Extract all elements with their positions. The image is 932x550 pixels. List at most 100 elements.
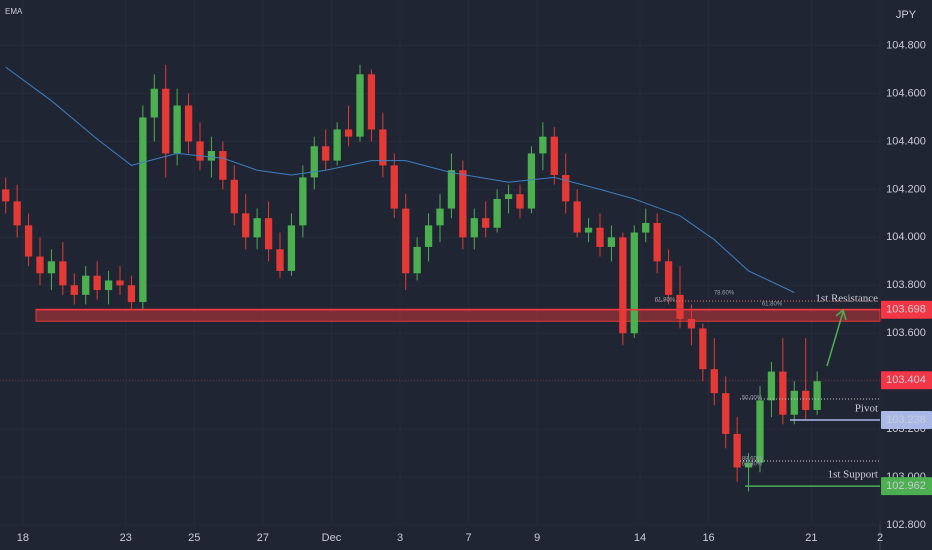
candle-body bbox=[47, 261, 56, 274]
ema-line bbox=[5, 66, 795, 293]
candle-body bbox=[664, 261, 673, 295]
y-tick-label: 104.000 bbox=[886, 231, 926, 243]
candle-body bbox=[539, 136, 547, 154]
candle-body bbox=[516, 194, 524, 209]
price-badge-label: 103.404 bbox=[886, 374, 926, 386]
candle-body bbox=[104, 280, 113, 291]
price-badge-label: 103.698 bbox=[886, 304, 926, 316]
candle-body bbox=[573, 201, 581, 233]
y-tick-label: 104.400 bbox=[886, 135, 926, 147]
y-tick-label: 103.800 bbox=[886, 279, 926, 291]
candle-body bbox=[596, 227, 604, 247]
fib-label: 61.80% bbox=[742, 462, 763, 468]
currency-label: JPY bbox=[896, 9, 917, 21]
x-tick-label: 9 bbox=[534, 532, 540, 544]
x-tick-label: 23 bbox=[120, 532, 132, 544]
candle-body bbox=[630, 232, 638, 334]
price-badge bbox=[881, 300, 932, 319]
candle-body bbox=[150, 88, 158, 118]
candle-body bbox=[219, 151, 227, 180]
indicator-label: EMA bbox=[5, 7, 23, 16]
y-tick-label: 103.600 bbox=[886, 327, 926, 339]
fib-label: 88.60% bbox=[742, 457, 763, 463]
x-tick-label: 16 bbox=[702, 532, 714, 544]
x-tick-label: 14 bbox=[634, 532, 646, 544]
candle-body bbox=[653, 222, 661, 262]
fib-label: 61.80% bbox=[762, 302, 783, 308]
candle-body bbox=[242, 213, 250, 238]
candle-body bbox=[619, 237, 627, 334]
candle-body bbox=[436, 208, 444, 226]
candle-body bbox=[379, 129, 387, 166]
candle-body bbox=[493, 198, 501, 228]
candle-body bbox=[390, 165, 398, 209]
candle-body bbox=[710, 369, 718, 394]
candle-body bbox=[607, 237, 616, 247]
x-tick-label: 2 bbox=[877, 532, 883, 544]
candle-body bbox=[93, 275, 101, 291]
candle-body bbox=[402, 208, 410, 274]
candle-body bbox=[184, 105, 193, 142]
candle-body bbox=[13, 201, 21, 226]
x-tick-label: Dec bbox=[322, 532, 342, 544]
candle-body bbox=[36, 256, 44, 274]
candle-body bbox=[139, 117, 147, 303]
candle-body bbox=[733, 433, 741, 468]
candle-body bbox=[299, 177, 307, 226]
candle-body bbox=[253, 218, 261, 238]
candle-body bbox=[699, 328, 707, 370]
candle-body bbox=[310, 146, 318, 178]
x-tick-label: 21 bbox=[805, 532, 817, 544]
candle-body bbox=[767, 371, 776, 401]
level-name: 1st Support bbox=[828, 469, 878, 481]
candle-body bbox=[287, 225, 296, 271]
y-tick-label: 102.800 bbox=[886, 519, 926, 531]
candle-body bbox=[744, 462, 753, 468]
candle-body bbox=[482, 218, 490, 228]
candle-body bbox=[550, 136, 558, 176]
price-badge bbox=[881, 477, 932, 496]
candle-body bbox=[333, 129, 341, 161]
candle-body bbox=[470, 218, 478, 238]
candle-body bbox=[173, 105, 181, 154]
candle-body bbox=[413, 246, 421, 274]
candle-body bbox=[196, 141, 204, 161]
y-tick-label: 104.600 bbox=[886, 87, 926, 99]
candle-body bbox=[2, 189, 10, 202]
candle-body bbox=[230, 179, 238, 214]
candle-body bbox=[642, 222, 650, 233]
candle-body bbox=[756, 400, 764, 463]
fib-label: 61.80% bbox=[655, 298, 676, 304]
price-badge-label: 102.962 bbox=[886, 480, 926, 492]
candle-body bbox=[367, 74, 376, 130]
x-tick-label: 18 bbox=[17, 532, 29, 544]
candle-body bbox=[504, 194, 513, 199]
price-badge bbox=[881, 411, 932, 430]
candle-body bbox=[344, 129, 353, 137]
fib-label: 78.60% bbox=[714, 291, 735, 297]
candle-body bbox=[676, 294, 684, 319]
y-tick-label: 104.800 bbox=[886, 39, 926, 51]
candle-body bbox=[24, 225, 33, 257]
candle-body bbox=[162, 88, 170, 154]
level-name: 1st Resistance bbox=[815, 292, 878, 304]
candle-body bbox=[116, 280, 124, 286]
x-tick-label: 25 bbox=[188, 532, 200, 544]
candle-body bbox=[207, 151, 216, 161]
price-badge bbox=[881, 371, 932, 390]
candle-body bbox=[264, 218, 273, 250]
x-tick-label: 7 bbox=[466, 532, 472, 544]
candle-body bbox=[584, 227, 593, 233]
resistance-zone bbox=[35, 308, 881, 322]
candle-body bbox=[562, 175, 570, 202]
x-tick-label: 27 bbox=[257, 532, 269, 544]
candle-body bbox=[82, 275, 90, 295]
candle-body bbox=[790, 390, 798, 415]
candle-body bbox=[276, 249, 284, 271]
candle-body bbox=[70, 285, 78, 295]
candle-body bbox=[722, 393, 730, 434]
candle-body bbox=[59, 261, 67, 286]
